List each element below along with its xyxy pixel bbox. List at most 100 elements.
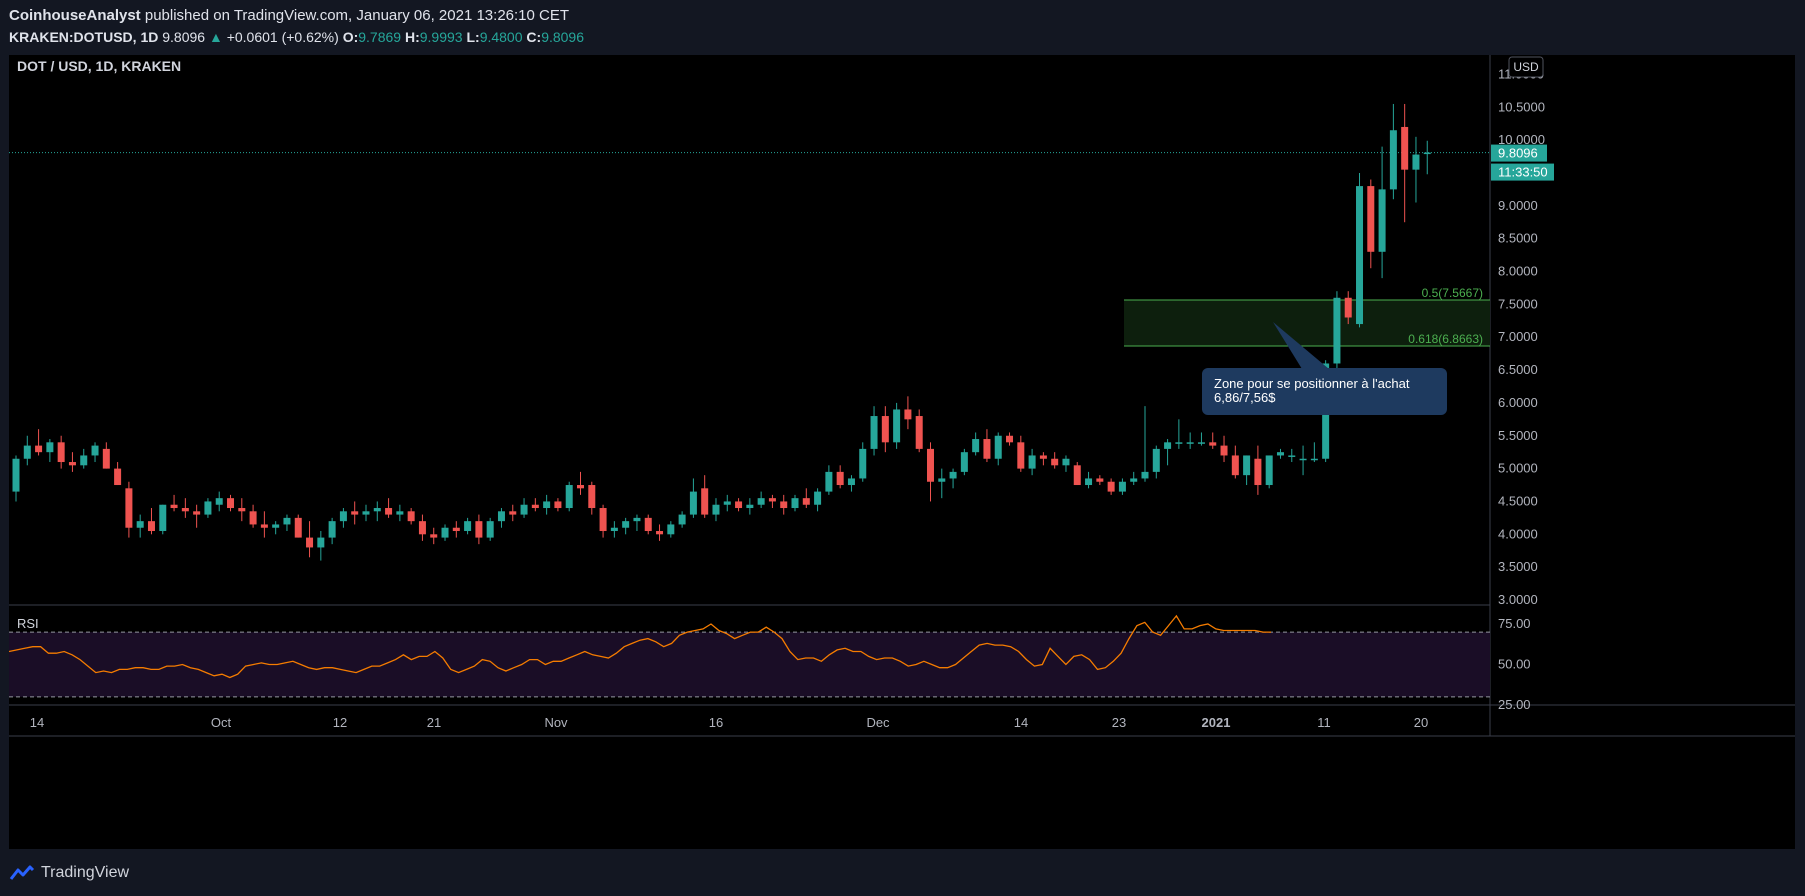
chart-frame: 0.5(7.5667) 0.618(6.8663) RSI 3.0000 3.500… bbox=[8, 55, 1795, 849]
price-tick-label: 10.0000 bbox=[1498, 132, 1545, 147]
candle-body bbox=[283, 517, 291, 525]
rsi-label: RSI bbox=[17, 616, 39, 631]
candle-body bbox=[520, 504, 528, 515]
brand-name: TradingView bbox=[41, 864, 130, 881]
candle-body bbox=[170, 504, 178, 509]
candle bbox=[644, 514, 652, 535]
candle bbox=[486, 517, 494, 541]
candle-body bbox=[80, 455, 88, 466]
candle bbox=[351, 501, 359, 525]
candle bbox=[362, 504, 370, 522]
candle-body bbox=[260, 524, 268, 528]
candle-body bbox=[791, 498, 799, 509]
candle bbox=[588, 481, 596, 515]
price-tick-label: 6.0000 bbox=[1498, 395, 1538, 410]
candle-body bbox=[1276, 452, 1284, 456]
candle bbox=[543, 494, 551, 515]
candle-body bbox=[1186, 442, 1194, 444]
candle bbox=[712, 498, 720, 522]
open-value: 9.7869 bbox=[358, 29, 402, 45]
candle-body bbox=[1356, 186, 1364, 325]
candle bbox=[1310, 442, 1318, 463]
open-label: O: bbox=[342, 29, 359, 45]
price-chart[interactable]: 0.5(7.5667) 0.618(6.8663) RSI 3.0000 3.500… bbox=[8, 55, 1795, 849]
candle bbox=[577, 471, 584, 495]
candle bbox=[147, 508, 155, 535]
candle bbox=[1107, 478, 1115, 495]
candle-body bbox=[893, 409, 901, 443]
author-name[interactable]: CoinhouseAnalyst bbox=[9, 7, 141, 24]
candle bbox=[689, 478, 697, 518]
candle-body bbox=[859, 448, 867, 479]
candle-body bbox=[1073, 465, 1081, 486]
candle-body bbox=[678, 514, 686, 525]
candle bbox=[531, 498, 539, 512]
candle-body bbox=[768, 498, 776, 502]
candle-body bbox=[147, 521, 155, 532]
high-label: H: bbox=[404, 29, 420, 45]
candle bbox=[328, 517, 336, 545]
callout-pointer bbox=[1273, 322, 1329, 369]
candle bbox=[464, 517, 472, 535]
price-tick-label: 8.5000 bbox=[1498, 231, 1538, 246]
candle bbox=[949, 468, 957, 489]
price-tick-label: 4.0000 bbox=[1498, 526, 1538, 541]
candle bbox=[701, 475, 709, 518]
callout-line1: Zone pour se positionner à l'achat bbox=[1214, 376, 1410, 391]
candle-body bbox=[452, 527, 460, 532]
price-tick-label: 7.0000 bbox=[1498, 329, 1538, 344]
candle-body bbox=[667, 524, 675, 535]
candle bbox=[1006, 432, 1014, 446]
candle bbox=[1186, 432, 1194, 449]
candle-body bbox=[1254, 458, 1262, 486]
candle bbox=[1175, 419, 1183, 449]
candle-body bbox=[181, 508, 189, 512]
candle-body bbox=[238, 508, 246, 512]
candle bbox=[1254, 445, 1262, 495]
publish-info: CoinhouseAnalyst published on TradingVie… bbox=[9, 7, 569, 24]
candle-body bbox=[1152, 448, 1160, 472]
candle bbox=[475, 514, 483, 545]
candle bbox=[283, 514, 291, 532]
candle bbox=[339, 508, 347, 528]
candle bbox=[452, 521, 460, 538]
candle-body bbox=[1310, 458, 1318, 461]
time-tick-label: 2021 bbox=[1202, 715, 1231, 730]
candle-body bbox=[814, 491, 822, 505]
candle bbox=[994, 432, 1002, 466]
candle-body bbox=[915, 416, 923, 449]
time-tick-label: 14 bbox=[30, 715, 44, 730]
candle bbox=[441, 524, 449, 541]
candle-body bbox=[1096, 478, 1104, 482]
candle-body bbox=[317, 537, 325, 548]
candle bbox=[825, 465, 833, 495]
candle-body bbox=[430, 534, 438, 538]
candle-body bbox=[396, 511, 404, 515]
candle-body bbox=[1107, 481, 1115, 492]
candle bbox=[1378, 146, 1386, 279]
candle-body bbox=[983, 439, 991, 459]
candle bbox=[847, 475, 855, 492]
candle bbox=[1344, 291, 1352, 325]
change: +0.0601 (+0.62%) bbox=[226, 29, 339, 45]
candle-body bbox=[972, 439, 980, 453]
close-value: 9.8096 bbox=[541, 29, 585, 45]
candle bbox=[430, 527, 438, 545]
candle-body bbox=[870, 416, 878, 449]
candle-body bbox=[351, 511, 359, 515]
time-tick-label: 21 bbox=[427, 715, 441, 730]
candle bbox=[159, 504, 167, 535]
candle bbox=[23, 435, 31, 466]
callout-box bbox=[1202, 368, 1447, 415]
candle-body bbox=[497, 511, 505, 522]
candle-body bbox=[418, 521, 426, 535]
candle-body bbox=[938, 478, 946, 482]
price-tick-label: 3.5000 bbox=[1498, 559, 1538, 574]
candle-body bbox=[802, 498, 810, 505]
fib-label-05: 0.5(7.5667) bbox=[1422, 286, 1483, 300]
tradingview-brand[interactable]: TradingView bbox=[9, 862, 129, 884]
candle-body bbox=[1344, 297, 1352, 318]
candle-body bbox=[475, 521, 483, 538]
candle bbox=[238, 498, 246, 522]
candle bbox=[938, 468, 946, 499]
